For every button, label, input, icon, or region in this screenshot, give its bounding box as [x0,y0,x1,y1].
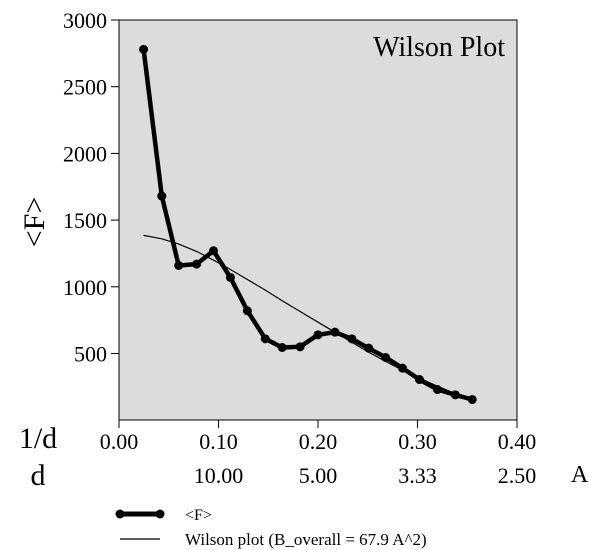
series-point-f-19 [467,395,477,405]
x-axis-label-reciprocal: 1/d [19,422,57,455]
series-point-f-0 [139,44,149,54]
series-point-f-17 [432,385,442,395]
x-tick-d-label-3.33: 3.33 [398,463,437,488]
series-point-f-12 [347,334,357,344]
x-tick-d-label-10.00: 10.00 [194,463,244,488]
legend: <F> Wilson plot (B_overall = 67.9 A^2) [115,507,427,549]
series-point-f-18 [450,390,460,400]
y-tick-label-3000: 3000 [63,8,107,33]
y-tick-label-2500: 2500 [63,75,107,100]
series-point-f-4 [209,246,219,256]
series-point-f-9 [295,342,305,352]
y-axis: 500 1000 1500 2000 2500 3000 [63,8,119,367]
series-point-f-13 [364,343,374,353]
x-axis-label-d: d [31,459,46,492]
y-axis-label: <F> [18,197,51,248]
series-point-f-3 [192,259,202,269]
series-layer [139,44,477,405]
legend-marker-f-left [115,509,125,519]
x-axis-d-spacing: 10.00 5.00 3.33 2.50 [194,463,537,488]
series-point-f-8 [277,342,287,352]
series-point-f-5 [225,272,235,282]
x-tick-label-0.30: 0.30 [398,429,437,454]
x-tick-label-0.00: 0.00 [100,429,139,454]
series-point-f-10 [313,330,323,340]
legend-marker-f-right [155,509,165,519]
series-point-f-16 [414,375,424,385]
x-tick-label-0.10: 0.10 [199,429,238,454]
series-point-f-1 [157,191,167,201]
x-axis-unit: A [571,462,589,488]
series-point-f-7 [260,334,270,344]
legend-label-f: <F> [185,507,212,524]
series-point-f-11 [330,327,340,337]
y-tick-label-2000: 2000 [63,141,107,166]
series-point-f-15 [398,363,408,373]
chart-title: Wilson Plot [373,32,505,63]
x-tick-label-0.20: 0.20 [299,429,338,454]
legend-label-wilson: Wilson plot (B_overall = 67.9 A^2) [185,530,427,549]
x-tick-d-label-5.00: 5.00 [299,463,338,488]
y-tick-label-500: 500 [74,342,107,367]
x-tick-label-0.40: 0.40 [498,429,537,454]
y-tick-label-1500: 1500 [63,208,107,233]
series-point-f-2 [174,260,184,270]
y-tick-label-1000: 1000 [63,275,107,300]
plot-area [118,19,518,421]
x-tick-d-label-2.50: 2.50 [498,463,537,488]
x-axis: 0.00 0.10 0.20 0.30 0.40 [100,420,537,454]
series-point-f-6 [242,306,252,316]
series-point-f-14 [381,353,391,363]
